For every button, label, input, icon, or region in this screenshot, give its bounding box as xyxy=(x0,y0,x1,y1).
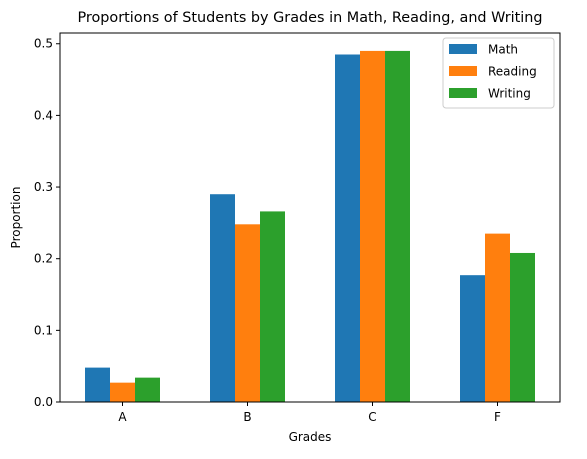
y-tick-label: 0.0 xyxy=(34,395,53,409)
y-tick-label: 0.3 xyxy=(34,180,53,194)
bar-writing-a xyxy=(135,377,160,402)
legend-swatch-math xyxy=(449,44,477,54)
legend-label-writing: Writing xyxy=(488,87,531,101)
bar-math-b xyxy=(210,194,235,402)
x-axis-label: Grades xyxy=(289,430,332,444)
bars-layer xyxy=(85,50,535,402)
x-tick-label: C xyxy=(368,410,376,424)
x-tick-label: A xyxy=(118,410,127,424)
plot-frame xyxy=(59,32,561,403)
bar-writing-b xyxy=(260,211,285,402)
bar-reading-b xyxy=(235,224,260,402)
legend-swatch-reading xyxy=(449,66,477,76)
y-axis-ticks: 0.0 0.1 0.2 0.3 0.4 0.5 xyxy=(34,37,60,409)
bar-math-c xyxy=(335,54,360,402)
y-axis-label: Proportion xyxy=(9,187,23,249)
bar-reading-c xyxy=(360,50,385,402)
legend-label-math: Math xyxy=(488,43,518,57)
legend-label-reading: Reading xyxy=(488,65,537,79)
y-tick-label: 0.1 xyxy=(34,323,53,337)
bar-math-a xyxy=(85,367,110,402)
chart-title: Proportions of Students by Grades in Mat… xyxy=(77,10,542,26)
bar-writing-f xyxy=(510,252,535,402)
legend: Math Reading Writing xyxy=(442,37,555,109)
x-tick-label: F xyxy=(494,410,501,424)
y-tick-label: 0.4 xyxy=(34,108,53,122)
legend-swatch-writing xyxy=(449,88,477,98)
y-tick-label: 0.5 xyxy=(34,37,53,51)
bar-reading-f xyxy=(485,233,510,402)
bar-math-f xyxy=(460,275,485,402)
legend-items: Math Reading Writing xyxy=(449,43,537,101)
bar-writing-c xyxy=(385,50,410,402)
x-tick-label: B xyxy=(243,410,251,424)
y-tick-label: 0.2 xyxy=(34,252,53,266)
bar-reading-a xyxy=(110,382,135,402)
